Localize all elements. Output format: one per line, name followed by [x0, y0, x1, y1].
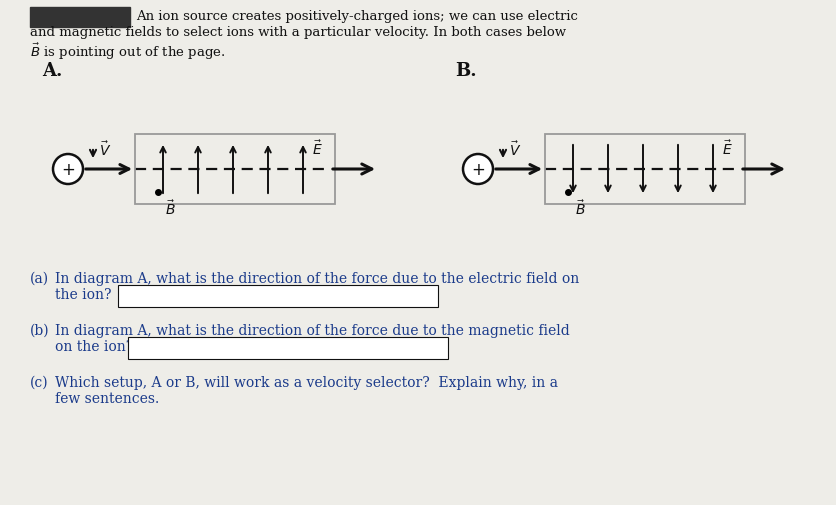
Text: on the ion?: on the ion?: [55, 339, 133, 353]
Text: $+$: $+$: [61, 161, 75, 178]
Text: $\vec{B}$: $\vec{B}$: [574, 198, 585, 217]
Text: Which setup, A or B, will work as a velocity selector?  Explain why, in a: Which setup, A or B, will work as a velo…: [55, 375, 558, 389]
Text: $\vec{E}$: $\vec{E}$: [721, 139, 732, 158]
Bar: [544, 135, 744, 205]
Text: (c): (c): [30, 375, 48, 389]
Text: few sentences.: few sentences.: [55, 391, 159, 405]
Text: (b): (b): [30, 323, 49, 337]
Text: $\vec{E}$: $\vec{E}$: [312, 139, 323, 158]
Text: $\vec{B}$: $\vec{B}$: [165, 198, 176, 217]
Bar: [135, 135, 334, 205]
Circle shape: [462, 155, 492, 185]
Text: In diagram A, what is the direction of the force due to the magnetic field: In diagram A, what is the direction of t…: [55, 323, 569, 337]
Text: $+$: $+$: [471, 161, 485, 178]
Bar: [118, 285, 437, 308]
Text: $\vec{V}$: $\vec{V}$: [99, 140, 111, 159]
Bar: [30, 8, 130, 28]
Text: $\vec{B}$ is pointing out of the page.: $\vec{B}$ is pointing out of the page.: [30, 42, 225, 62]
Circle shape: [53, 155, 83, 185]
Text: and magnetic fields to select ions with a particular velocity. In both cases bel: and magnetic fields to select ions with …: [30, 26, 565, 39]
Text: A.: A.: [42, 62, 63, 80]
Text: An ion source creates positively-charged ions; we can use electric: An ion source creates positively-charged…: [135, 10, 577, 23]
Text: (a): (a): [30, 272, 49, 285]
Text: the ion?: the ion?: [55, 287, 111, 301]
Text: B.: B.: [455, 62, 476, 80]
Bar: [128, 337, 447, 359]
Text: In diagram A, what is the direction of the force due to the electric field on: In diagram A, what is the direction of t…: [55, 272, 579, 285]
Text: $\vec{V}$: $\vec{V}$: [508, 140, 521, 159]
